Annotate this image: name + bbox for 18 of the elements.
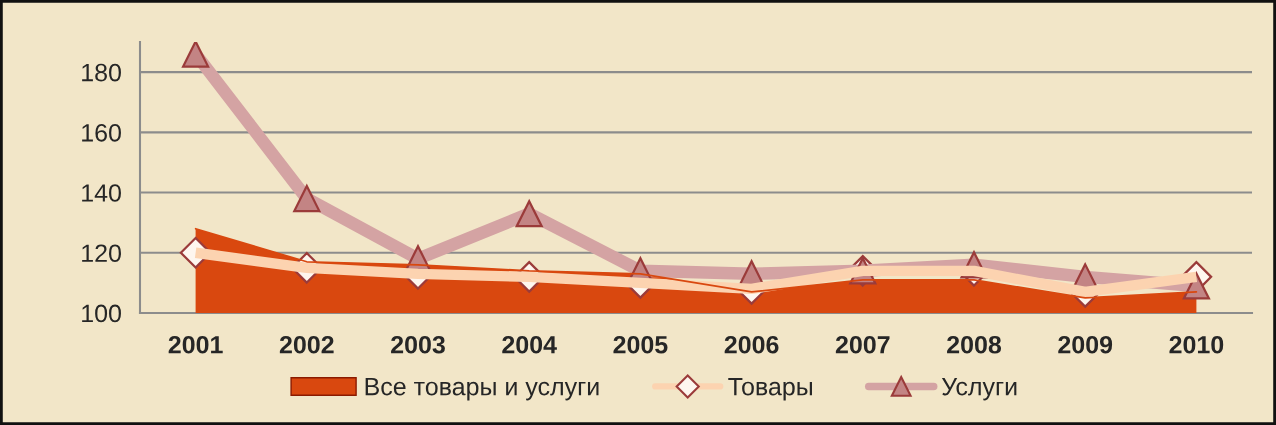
x-tick-label: 2008 xyxy=(947,335,1002,354)
x-tick-label: 2002 xyxy=(279,335,334,354)
y-tick-label: 140 xyxy=(82,184,121,202)
x-tick-label: 2005 xyxy=(613,335,668,354)
legend-label: Услуги xyxy=(941,377,1017,401)
x-tick-label: 2007 xyxy=(835,335,890,354)
x-tick-label: 2009 xyxy=(1058,335,1113,354)
y-tick-label: 160 xyxy=(82,123,121,142)
x-tick-label: 2004 xyxy=(502,335,557,354)
x-tick-label: 2010 xyxy=(1169,335,1224,354)
y-tick-label: 100 xyxy=(82,304,121,323)
legend-label: Все товары и услуги xyxy=(365,377,599,401)
y-tick-label: 180 xyxy=(82,63,121,82)
x-tick-label: 2001 xyxy=(168,335,223,354)
x-tick-label: 2006 xyxy=(724,335,779,354)
x-tick-label: 2003 xyxy=(391,335,445,354)
y-tick-label: 120 xyxy=(82,244,121,263)
legend-label: Товары xyxy=(728,377,812,401)
